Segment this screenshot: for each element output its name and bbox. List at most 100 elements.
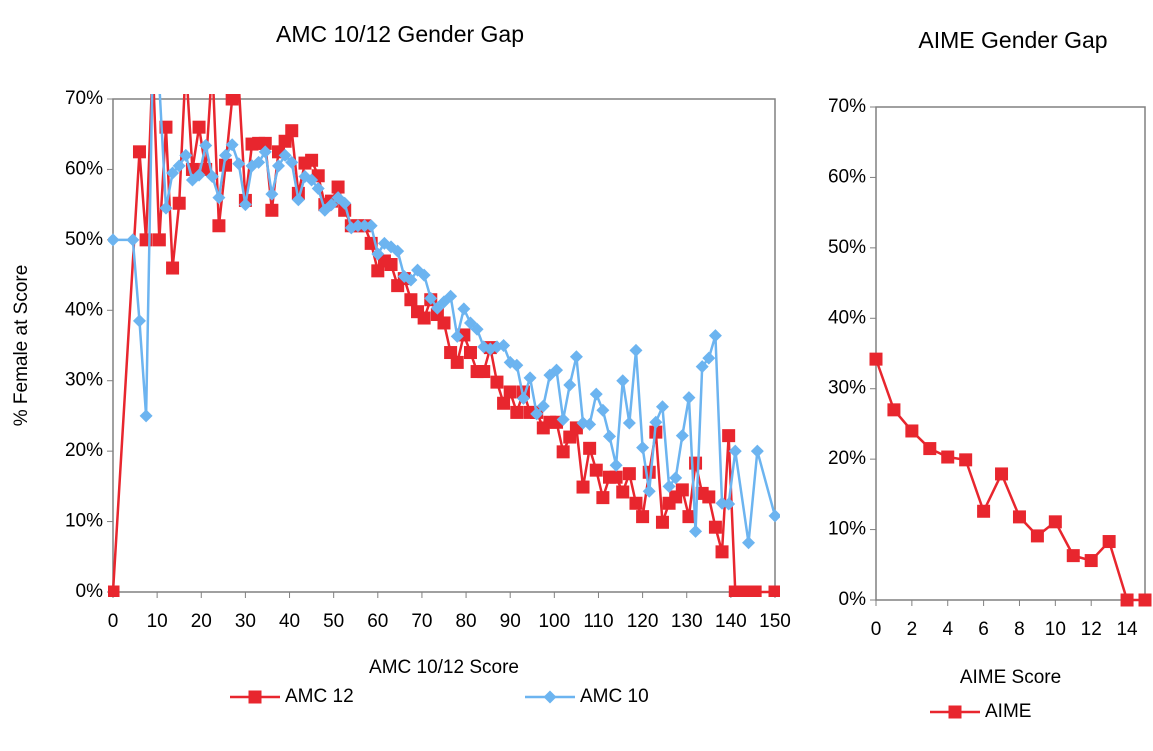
chart-title: AIME Gender Gap	[918, 27, 1107, 53]
marker	[596, 491, 610, 505]
plot-series	[108, 57, 780, 597]
plot-area	[875, 106, 1146, 601]
marker	[450, 355, 464, 369]
marker	[609, 458, 623, 472]
marker	[265, 203, 279, 217]
marker	[252, 155, 266, 169]
x-tick-label: 10	[1045, 619, 1066, 640]
marker	[424, 291, 438, 305]
marker	[463, 346, 477, 360]
marker	[669, 471, 683, 485]
x-tick-label: 130	[671, 611, 703, 632]
marker	[146, 57, 159, 70]
marker	[589, 387, 603, 401]
marker	[748, 585, 762, 597]
marker	[470, 322, 484, 336]
marker	[768, 509, 780, 523]
legend-marker	[248, 690, 262, 704]
y-tick-label: 50%	[65, 229, 103, 250]
marker	[437, 316, 451, 330]
y-tick-label: 20%	[65, 440, 103, 461]
marker	[722, 497, 736, 511]
x-tick-label: 0	[871, 619, 882, 640]
marker	[132, 145, 146, 159]
x-tick-label: 50	[323, 611, 344, 632]
marker	[404, 273, 418, 287]
marker	[358, 219, 372, 233]
marker	[265, 187, 279, 201]
marker	[108, 233, 120, 247]
marker	[682, 391, 696, 405]
marker	[728, 444, 742, 458]
y-tick-label: 30%	[65, 370, 103, 391]
marker	[589, 463, 603, 477]
x-tick-label: 10	[147, 611, 168, 632]
marker	[550, 363, 564, 377]
marker	[887, 403, 901, 417]
x-tick-label: 60	[367, 611, 388, 632]
marker	[1030, 529, 1044, 543]
marker	[212, 219, 226, 233]
marker	[642, 484, 656, 498]
marker	[569, 350, 583, 364]
marker	[503, 385, 517, 399]
marker	[258, 136, 272, 150]
marker	[444, 289, 458, 303]
y-tick-label: 30%	[828, 378, 866, 399]
marker	[450, 329, 464, 343]
marker	[1084, 554, 1098, 568]
x-tick-label: 90	[500, 611, 521, 632]
marker	[722, 429, 736, 443]
series-line	[111, 94, 775, 594]
marker	[708, 520, 722, 534]
marker	[516, 391, 530, 405]
x-tick-label: 100	[538, 611, 570, 632]
marker	[728, 585, 742, 597]
y-tick-label: 10%	[828, 519, 866, 540]
marker	[1138, 593, 1152, 607]
marker	[497, 339, 511, 352]
y-tick-label: 40%	[65, 299, 103, 320]
marker	[609, 470, 623, 484]
marker	[278, 134, 292, 148]
marker	[172, 159, 186, 173]
marker	[192, 120, 206, 134]
y-tick-label: 60%	[828, 166, 866, 187]
marker	[563, 378, 577, 392]
chart-title: AMC 10/12 Gender Gap	[276, 21, 524, 47]
marker	[556, 445, 570, 459]
marker	[477, 365, 491, 379]
marker	[497, 396, 511, 410]
plot-series	[869, 352, 1152, 607]
x-tick-label: 30	[235, 611, 256, 632]
marker	[905, 424, 919, 438]
x-tick-label: 20	[191, 611, 212, 632]
marker	[371, 264, 385, 278]
marker	[583, 417, 597, 431]
marker	[735, 585, 749, 597]
marker	[351, 219, 365, 233]
marker	[530, 407, 544, 421]
marker	[126, 233, 140, 247]
y-tick-label: 50%	[828, 237, 866, 258]
x-tick-label: 80	[455, 611, 476, 632]
legend-marker	[948, 705, 962, 719]
marker	[616, 485, 630, 499]
marker	[232, 157, 246, 171]
x-tick-label: 120	[627, 611, 659, 632]
x-axis-label: AMC 10/12 Score	[369, 657, 519, 678]
marker	[603, 429, 616, 443]
marker	[622, 467, 636, 481]
marker	[1102, 535, 1116, 549]
x-axis-label: AIME Score	[960, 667, 1061, 688]
marker	[166, 166, 180, 180]
marker	[689, 524, 703, 538]
marker	[153, 78, 166, 91]
marker	[139, 409, 153, 423]
y-tick-label: 70%	[828, 96, 866, 117]
marker	[384, 258, 398, 272]
marker	[715, 545, 729, 559]
legend-marker	[543, 690, 557, 704]
